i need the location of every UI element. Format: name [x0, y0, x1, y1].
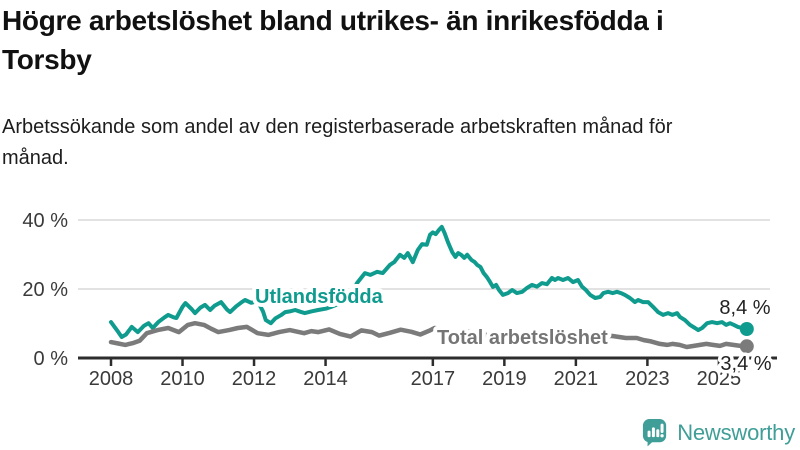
newsworthy-wordmark: Newsworthy [677, 419, 795, 445]
x-tick-label: 2017 [411, 368, 456, 390]
series-line-total-arbetsloshet [108, 320, 750, 350]
x-tick-label: 2014 [303, 368, 348, 390]
newsworthy-logo: Newsworthy [642, 418, 795, 447]
series-end-dot-utlandsfodda [739, 322, 754, 336]
series-end-dot-total-arbetsloshet [739, 339, 754, 354]
y-tick-label: 0 % [34, 348, 69, 370]
series-label-total-arbetsloshet: Total arbetslöshet [437, 327, 608, 349]
newsworthy-logo-icon [643, 419, 667, 447]
x-tick-label: 2023 [625, 368, 670, 390]
y-tick-label: 40 % [22, 210, 68, 232]
end-value-label-utlandsfodda: 8,4 % [719, 297, 770, 319]
series-label-utlandsfodda: Utlandsfödda [255, 286, 384, 308]
chart-subtitle: Arbetssökande som andel av den registerb… [2, 116, 673, 169]
x-tick-label: 2010 [160, 368, 205, 390]
chart-title: Högre arbetslöshet bland utrikes- än inr… [2, 5, 664, 75]
x-tick-label: 2012 [232, 368, 277, 390]
x-tick-label: 2025 [697, 368, 742, 390]
series-line-utlandsfodda [109, 224, 749, 339]
x-tick-label: 2021 [554, 368, 599, 390]
x-tick-label: 2008 [89, 368, 134, 390]
x-tick-label: 2019 [482, 368, 527, 390]
end-value-label-total-arbetsloshet: 3,4 % [720, 353, 771, 375]
y-tick-label: 20 % [22, 279, 68, 301]
